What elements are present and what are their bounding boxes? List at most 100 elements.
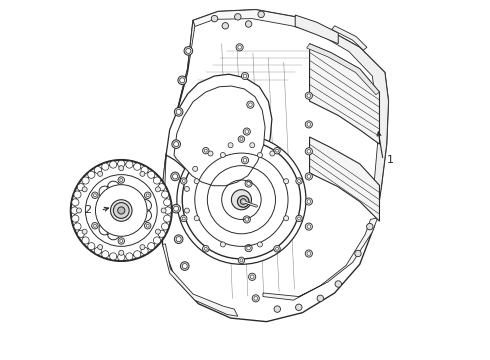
Circle shape [250,143,255,148]
Circle shape [110,161,117,168]
Circle shape [147,171,155,178]
Polygon shape [193,10,327,35]
Circle shape [248,273,256,280]
Circle shape [305,148,313,155]
Circle shape [176,109,181,114]
Circle shape [120,179,122,181]
Circle shape [158,230,165,237]
Circle shape [120,239,122,242]
Circle shape [307,94,311,98]
Circle shape [92,192,98,198]
Circle shape [82,177,89,184]
Circle shape [245,218,248,221]
Circle shape [162,223,169,230]
Circle shape [71,207,78,214]
Circle shape [247,246,250,250]
Circle shape [194,216,199,221]
Circle shape [238,45,242,49]
Circle shape [211,15,218,22]
Circle shape [250,275,254,279]
Circle shape [155,229,160,234]
Circle shape [252,295,259,302]
Circle shape [243,158,247,162]
Circle shape [155,187,160,192]
Circle shape [284,216,289,221]
Circle shape [164,215,171,222]
Circle shape [174,235,183,243]
Circle shape [296,178,302,184]
Circle shape [88,171,95,178]
Circle shape [119,166,124,171]
Circle shape [367,224,373,230]
Circle shape [220,153,225,158]
Circle shape [82,229,87,234]
Circle shape [182,180,185,183]
Circle shape [118,160,125,167]
Circle shape [297,180,300,183]
Circle shape [118,253,125,261]
Circle shape [141,247,148,255]
Circle shape [186,48,191,53]
Circle shape [77,184,84,191]
Circle shape [240,259,243,262]
Circle shape [182,140,300,259]
Circle shape [305,121,313,128]
Circle shape [317,295,323,302]
Circle shape [92,222,98,229]
Circle shape [194,179,199,184]
Circle shape [111,200,132,221]
Circle shape [204,149,207,152]
Circle shape [184,46,193,55]
Circle shape [164,199,171,206]
Circle shape [274,306,280,312]
Circle shape [240,138,243,140]
Circle shape [247,101,254,108]
Circle shape [182,264,187,269]
Circle shape [296,215,302,222]
Circle shape [140,244,145,249]
Circle shape [305,92,313,99]
Circle shape [74,164,168,257]
Circle shape [102,251,109,258]
Circle shape [98,244,102,249]
Text: 1: 1 [387,155,393,165]
Circle shape [193,166,197,171]
Circle shape [243,216,250,223]
Circle shape [247,182,250,185]
Circle shape [88,243,95,250]
Circle shape [158,184,165,191]
Polygon shape [307,44,379,95]
Circle shape [297,217,300,220]
Circle shape [305,198,313,205]
Circle shape [275,149,278,152]
Circle shape [180,78,185,83]
Circle shape [172,140,180,148]
Circle shape [184,208,190,213]
Circle shape [118,177,124,183]
Polygon shape [161,21,195,244]
Circle shape [240,199,246,204]
Circle shape [77,230,84,237]
Circle shape [153,237,161,244]
Polygon shape [161,10,389,321]
Polygon shape [310,137,379,221]
Circle shape [113,203,129,219]
Polygon shape [332,26,367,50]
Circle shape [235,14,241,20]
Circle shape [94,224,97,227]
Circle shape [171,172,179,181]
Circle shape [102,163,109,170]
Circle shape [174,108,183,116]
Circle shape [145,222,151,229]
Circle shape [178,76,187,85]
Circle shape [177,135,306,264]
Circle shape [110,253,117,260]
Circle shape [307,252,311,255]
Circle shape [119,250,124,255]
Circle shape [82,237,89,244]
Circle shape [147,243,155,250]
Circle shape [126,161,133,168]
Circle shape [153,177,161,184]
Circle shape [307,175,311,178]
Circle shape [95,167,101,174]
